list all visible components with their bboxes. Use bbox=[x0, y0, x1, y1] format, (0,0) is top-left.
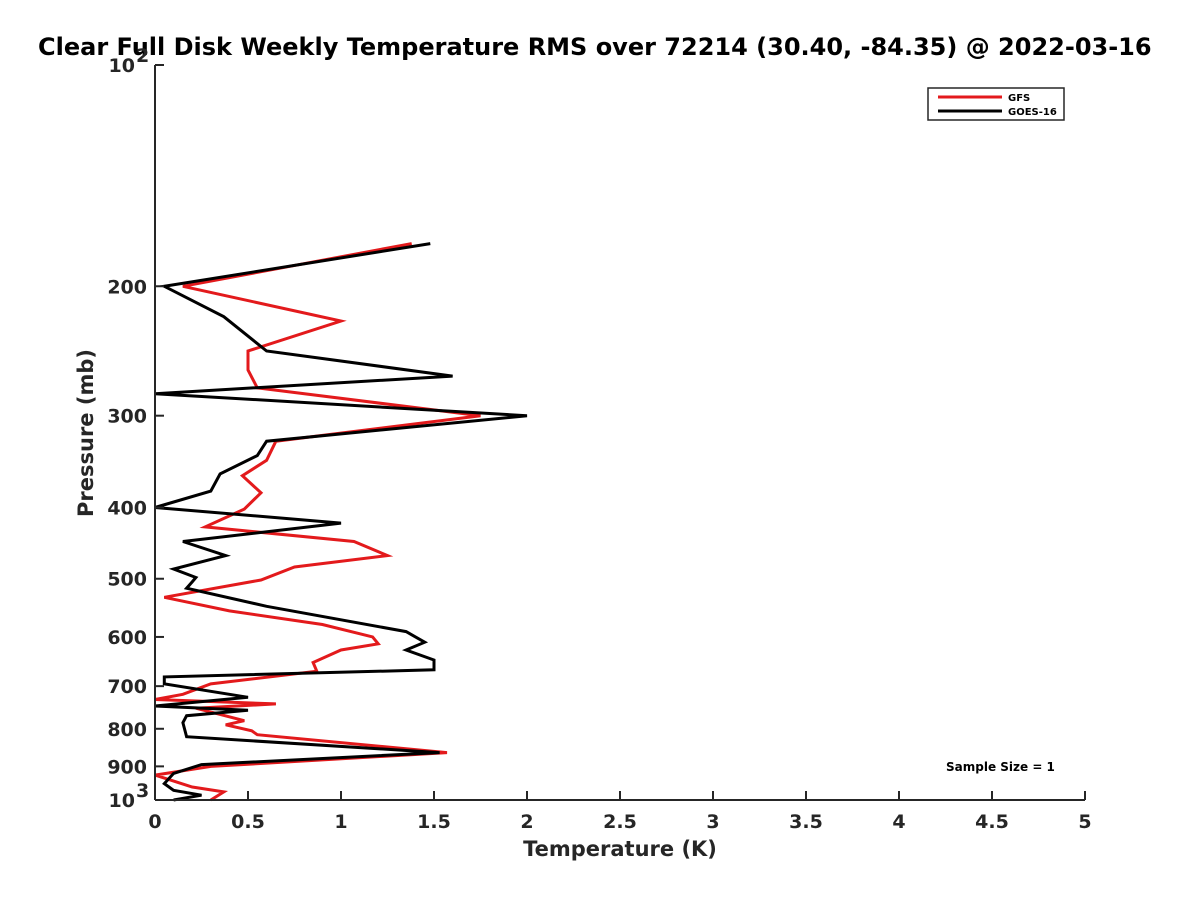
x-tick-label: 4 bbox=[892, 811, 905, 833]
y-tick-label: 900 bbox=[107, 756, 147, 778]
sample-size-annotation: Sample Size = 1 bbox=[946, 760, 1055, 774]
x-axis-label: Temperature (K) bbox=[523, 837, 717, 861]
x-tick-label: 3.5 bbox=[789, 811, 823, 833]
x-tick-label: 4.5 bbox=[975, 811, 1009, 833]
x-tick-label: 0.5 bbox=[231, 811, 265, 833]
y-tick-label: 500 bbox=[107, 569, 147, 591]
y-tick-label: 700 bbox=[107, 676, 147, 698]
x-tick-label: 0 bbox=[148, 811, 161, 833]
x-tick-label: 3 bbox=[706, 811, 719, 833]
y-tick-label: 10 bbox=[109, 790, 135, 812]
x-tick-label: 2 bbox=[520, 811, 533, 833]
y-tick-exponent: 2 bbox=[136, 45, 149, 67]
x-tick-label: 2.5 bbox=[603, 811, 637, 833]
x-tick-label: 1 bbox=[334, 811, 347, 833]
y-axis-label: Pressure (mb) bbox=[74, 349, 98, 517]
y-tick-exponent: 3 bbox=[136, 780, 149, 802]
legend: GFS GOES-16 bbox=[927, 87, 1065, 121]
y-tick-label: 800 bbox=[107, 719, 147, 741]
y-tick-label: 200 bbox=[107, 276, 147, 298]
legend-label-gfs: GFS bbox=[1008, 93, 1030, 104]
x-axis-ticks: 0 0.5 1 1.5 2 2.5 3 3.5 4 4.5 5 bbox=[148, 791, 1092, 833]
chart-title: Clear Full Disk Weekly Temperature RMS o… bbox=[38, 33, 1152, 61]
legend-box bbox=[927, 87, 1065, 121]
y-tick-label: 400 bbox=[107, 498, 147, 520]
series-line-gfs bbox=[154, 242, 481, 802]
y-tick-label: 10 bbox=[109, 55, 135, 77]
legend-label-goes16: GOES-16 bbox=[1008, 107, 1057, 118]
y-tick-label: 600 bbox=[107, 627, 147, 649]
x-tick-label: 5 bbox=[1078, 811, 1091, 833]
plot-area bbox=[154, 242, 528, 802]
y-tick-label: 300 bbox=[107, 406, 147, 428]
x-tick-label: 1.5 bbox=[417, 811, 451, 833]
series-line-goes16 bbox=[154, 242, 528, 802]
